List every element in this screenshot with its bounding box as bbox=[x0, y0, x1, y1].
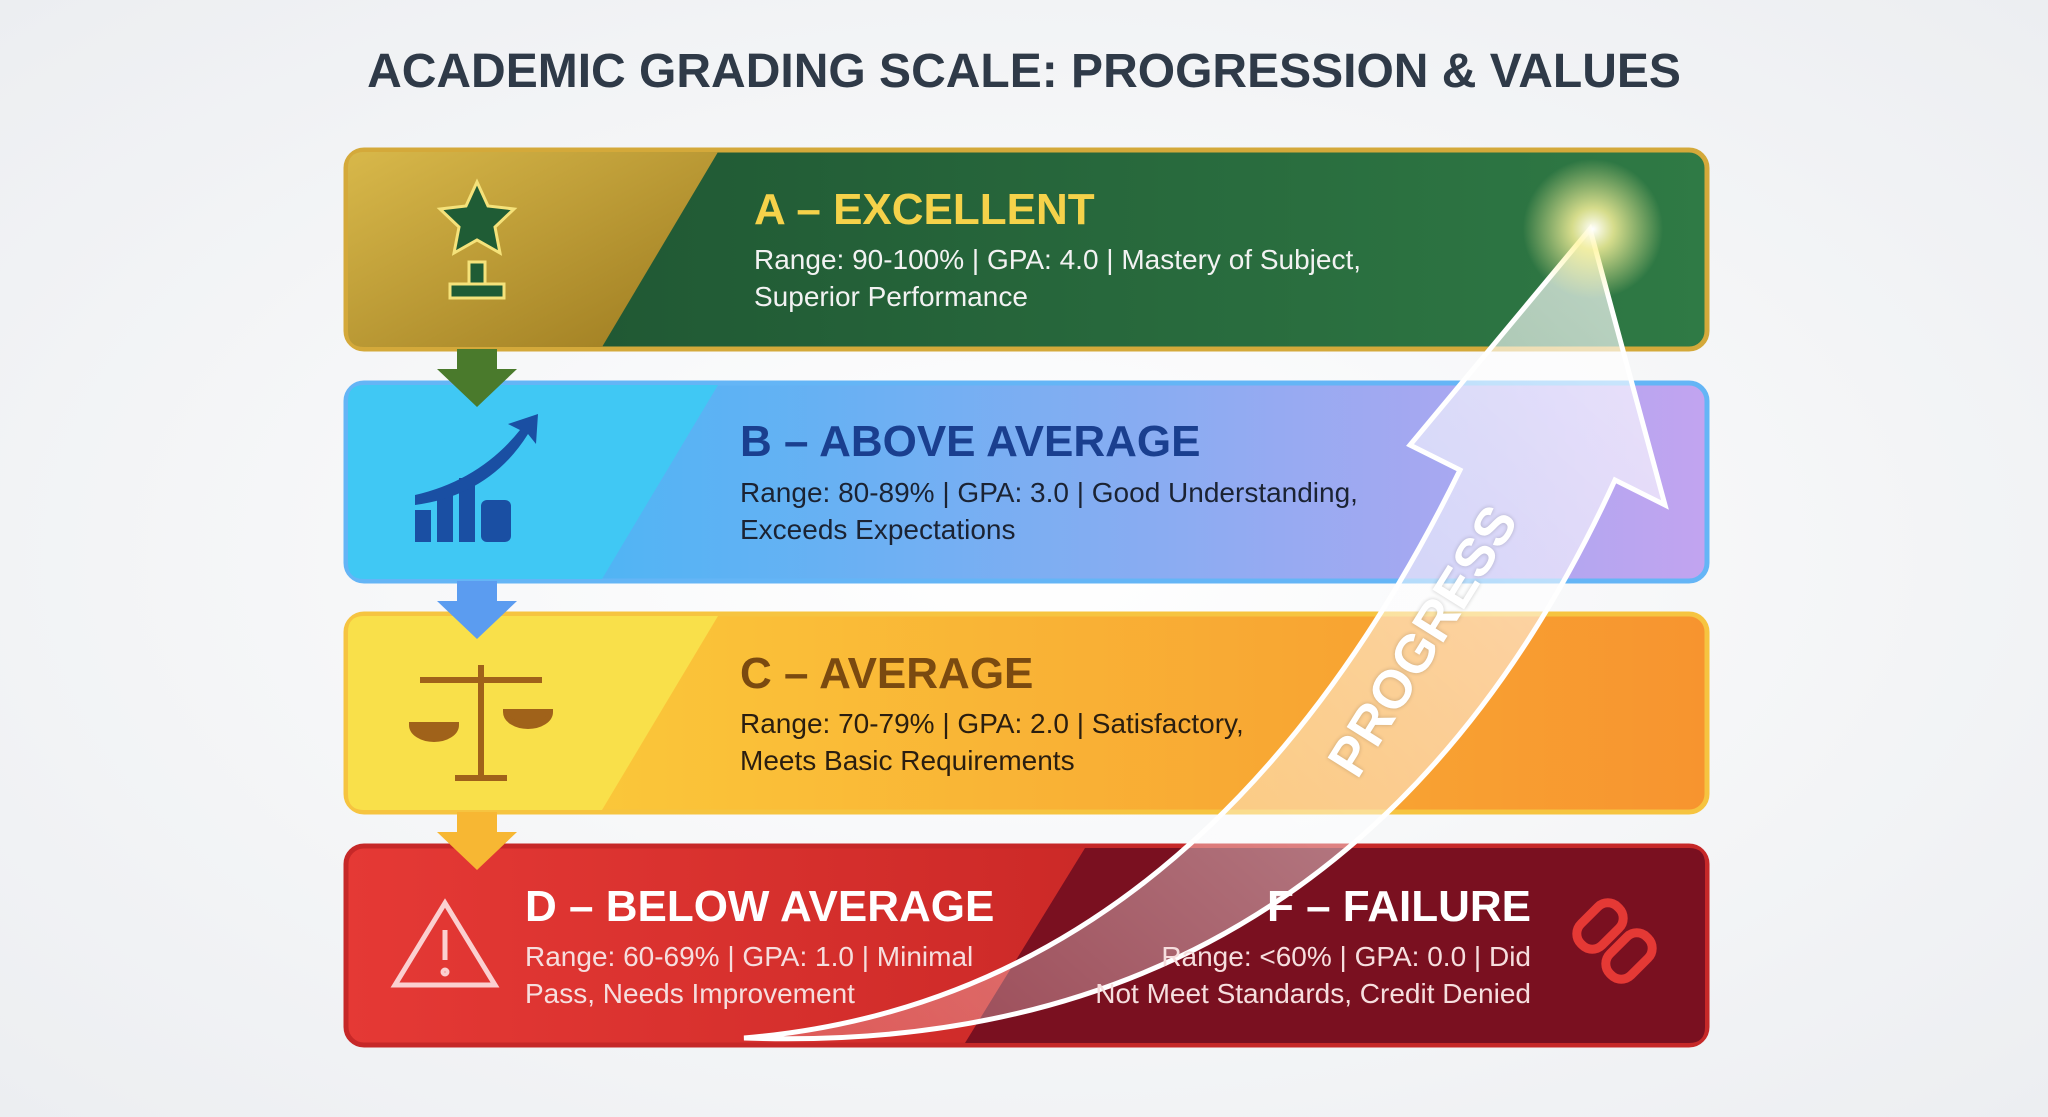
glow bbox=[1523, 159, 1663, 299]
grade-line: Range: <60% | GPA: 0.0 | Did bbox=[1161, 941, 1531, 972]
grade-line: Range: 70-79% | GPA: 2.0 | Satisfactory, bbox=[740, 708, 1244, 739]
grade-heading: A – EXCELLENT bbox=[754, 185, 1095, 234]
growth-icon bbox=[415, 414, 538, 542]
grade-line: Range: 90-100% | GPA: 4.0 | Mastery of S… bbox=[754, 244, 1362, 275]
grade-heading: B – ABOVE AVERAGE bbox=[740, 417, 1201, 466]
grade-line: Not Meet Standards, Credit Denied bbox=[1095, 978, 1531, 1009]
progress-arrow bbox=[743, 223, 1669, 1042]
down-arrows bbox=[437, 349, 517, 870]
grade-line: Meets Basic Requirements bbox=[740, 745, 1075, 776]
grade-line: Superior Performance bbox=[754, 281, 1028, 312]
grade-line: Range: 60-69% | GPA: 1.0 | Minimal bbox=[525, 941, 974, 972]
scale-icon bbox=[408, 665, 554, 781]
panel-a bbox=[348, 152, 718, 347]
grade-line: Range: 80-89% | GPA: 3.0 | Good Understa… bbox=[740, 477, 1358, 508]
grade-line: Exceeds Expectations bbox=[740, 514, 1016, 545]
trophy-icon bbox=[436, 178, 518, 300]
grade-line: Pass, Needs Improvement bbox=[525, 978, 855, 1009]
title: ACADEMIC GRADING SCALE: PROGRESSION & VA… bbox=[367, 45, 1681, 98]
grade-heading: D – BELOW AVERAGE bbox=[525, 882, 995, 931]
warning-icon bbox=[390, 898, 500, 988]
broken-link-icon bbox=[1572, 898, 1657, 984]
grade-heading: F – FAILURE bbox=[1266, 882, 1531, 931]
grade-heading: C – AVERAGE bbox=[740, 649, 1034, 698]
